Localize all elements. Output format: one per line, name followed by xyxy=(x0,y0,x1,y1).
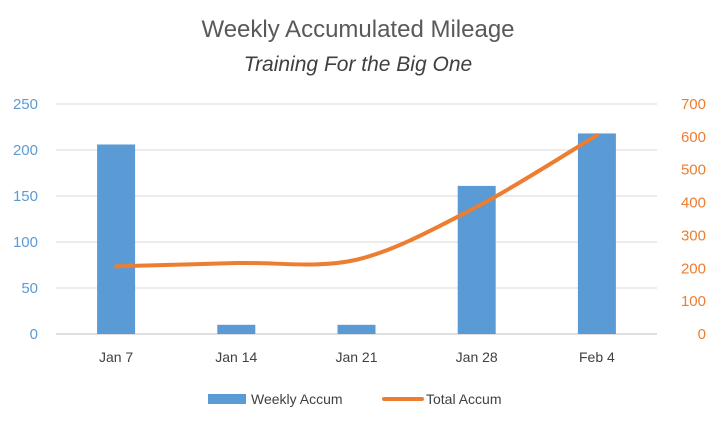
bar xyxy=(217,324,256,334)
legend-label: Total Accum xyxy=(426,391,501,407)
legend-swatch-bar xyxy=(208,394,246,404)
x-tick-label: Jan 7 xyxy=(99,349,133,365)
x-tick-label: Jan 21 xyxy=(335,349,377,365)
legend: Weekly Accum Total Accum xyxy=(208,391,501,407)
y-left-tick-label: 0 xyxy=(30,326,38,343)
gridlines xyxy=(56,103,657,335)
y-right-tick-label: 0 xyxy=(698,326,706,343)
y-left-tick-label: 50 xyxy=(21,280,38,297)
bar xyxy=(457,185,496,334)
y-right-tick-label: 500 xyxy=(681,162,706,179)
chart-subtitle: Training For the Big One xyxy=(244,53,472,76)
chart-title: Weekly Accumulated Mileage xyxy=(201,16,514,43)
bar xyxy=(97,144,136,334)
series-line xyxy=(114,133,599,269)
y-right-tick-label: 300 xyxy=(681,227,706,244)
y-left-tick-label: 200 xyxy=(13,142,38,159)
bar xyxy=(577,133,616,334)
y-right-tick-label: 200 xyxy=(681,260,706,277)
x-tick-label: Jan 28 xyxy=(456,349,498,365)
bar-series xyxy=(97,133,616,334)
y-left-tick-label: 250 xyxy=(13,96,38,113)
y-right-tick-label: 700 xyxy=(681,96,706,113)
axes: 0 50 100 150 200 250 0 100 200 300 400 500 600 700 Jan… xyxy=(13,96,706,365)
y-left-tick-label: 150 xyxy=(13,188,38,205)
x-tick-label: Feb 4 xyxy=(579,349,615,365)
y-right-tick-label: 600 xyxy=(681,129,706,146)
x-tick-label: Jan 14 xyxy=(215,349,257,365)
y-right-tick-label: 400 xyxy=(681,195,706,212)
bar xyxy=(337,324,376,334)
line-series xyxy=(114,133,599,269)
legend-label: Weekly Accum xyxy=(251,391,343,407)
y-left-tick-label: 100 xyxy=(13,234,38,251)
y-right-tick-label: 100 xyxy=(681,293,706,310)
